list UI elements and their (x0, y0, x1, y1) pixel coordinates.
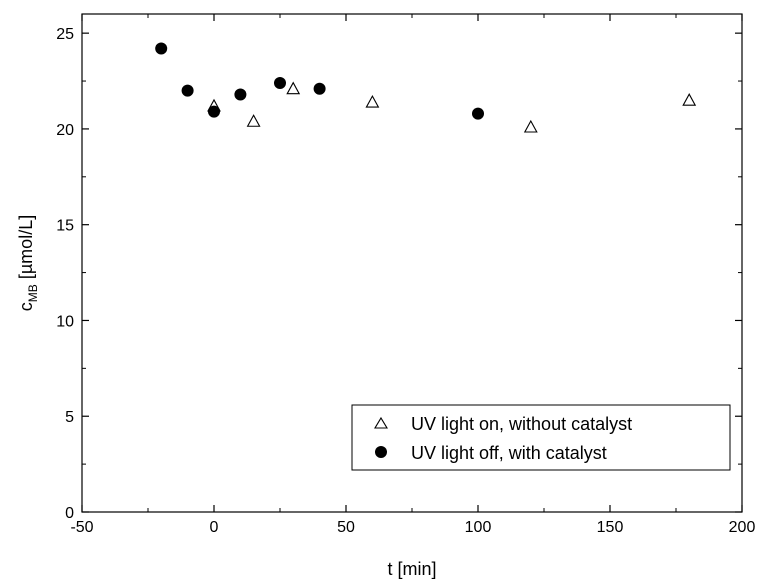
y-axis-label-subscript: MB (26, 284, 40, 302)
legend-box (351, 404, 731, 471)
triangle-data-point (246, 114, 261, 127)
legend-circle-marker (375, 446, 387, 458)
triangle-data-point (523, 119, 538, 133)
circle-data-point (208, 105, 220, 118)
x-tick-label: 50 (337, 519, 355, 536)
y-tick-label: 20 (56, 122, 74, 139)
y-axis-label-unit: [µmol/L] (16, 215, 36, 284)
circle-data-point (313, 82, 326, 95)
y-tick-label: 10 (56, 313, 74, 330)
x-axis-label: t [min] (387, 559, 436, 579)
circle-data-point (155, 42, 168, 55)
x-tick-label: 200 (729, 519, 756, 536)
x-tick-label: 100 (465, 519, 492, 536)
data-marks (155, 42, 697, 133)
x-tick-label: -50 (70, 519, 93, 536)
legend-series-2-label: UV light off, with catalyst (411, 443, 607, 463)
y-tick-label: 15 (56, 218, 74, 235)
triangle-data-point (682, 93, 697, 106)
circle-data-point (274, 76, 286, 89)
circle-data-point (234, 88, 247, 101)
y-tick-label: 0 (65, 505, 74, 522)
x-tick-label: 150 (597, 519, 624, 536)
y-axis-label-main: c (16, 302, 36, 311)
triangle-data-point (286, 81, 301, 95)
legend: UV light on, without catalyst UV light o… (351, 404, 731, 471)
legend-series-1-label: UV light on, without catalyst (411, 414, 632, 434)
y-tick-label: 25 (56, 26, 74, 43)
legend-triangle-marker (374, 416, 388, 429)
triangle-data-point (365, 94, 380, 108)
y-tick-label: 5 (65, 409, 74, 426)
x-tick-label: 0 (210, 519, 219, 536)
circle-data-point (181, 84, 194, 97)
circle-data-point (472, 107, 484, 120)
y-axis-label: cMB [µmol/L] (16, 215, 40, 311)
